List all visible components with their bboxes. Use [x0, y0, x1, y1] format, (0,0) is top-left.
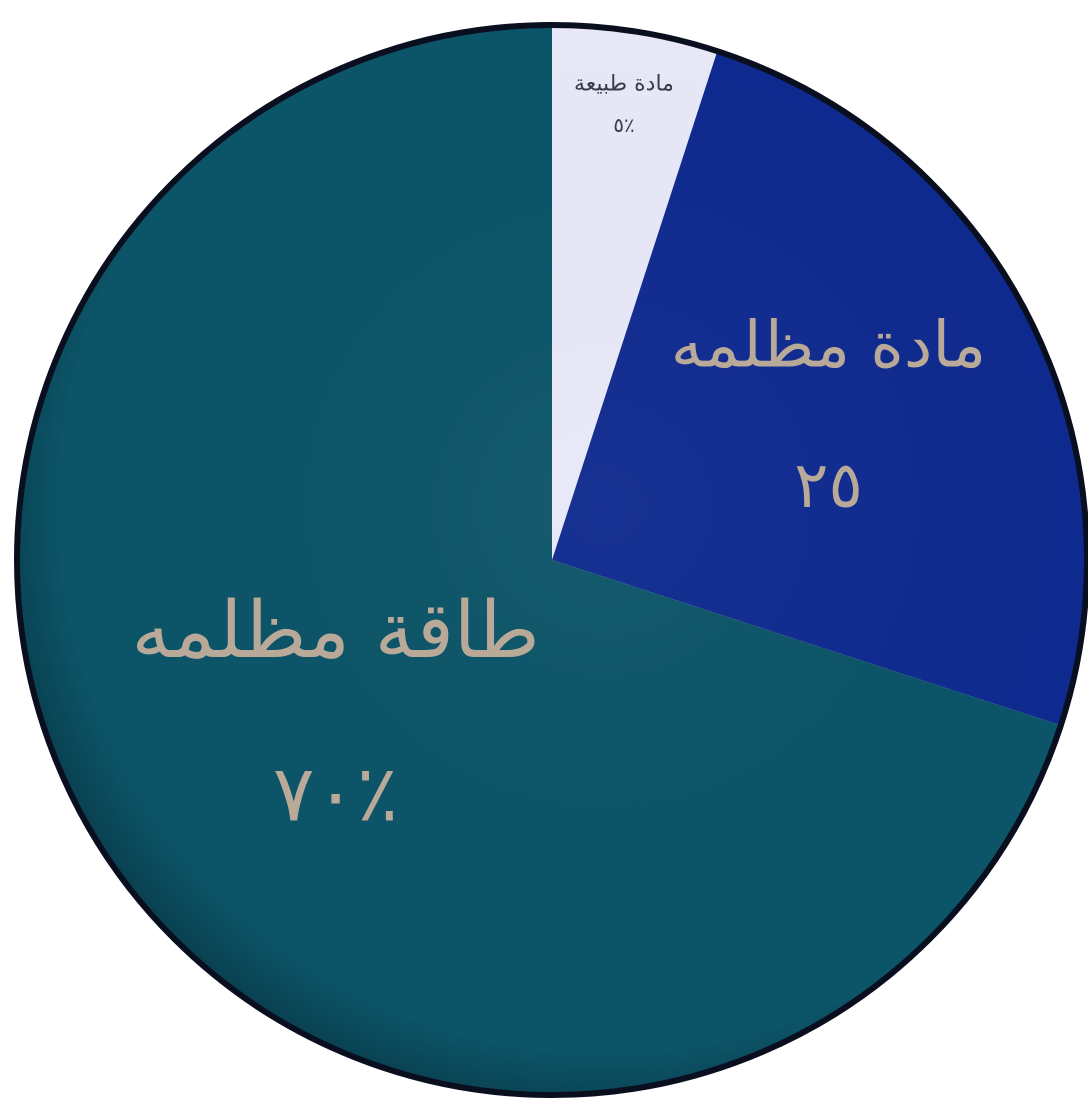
slice-value-label-1: ٥٪: [613, 114, 634, 137]
pie-rim: [14, 22, 1088, 1098]
slice-value-label-2: ٢٥: [794, 449, 863, 523]
slice-label-2: مادة مظلمه: [671, 308, 986, 382]
slice-label-3: طاقة مظلمه: [131, 586, 539, 676]
slice-label-1: مادة طبيعة: [574, 72, 674, 97]
slice-value-label-3: ٧٠٪: [273, 750, 399, 840]
